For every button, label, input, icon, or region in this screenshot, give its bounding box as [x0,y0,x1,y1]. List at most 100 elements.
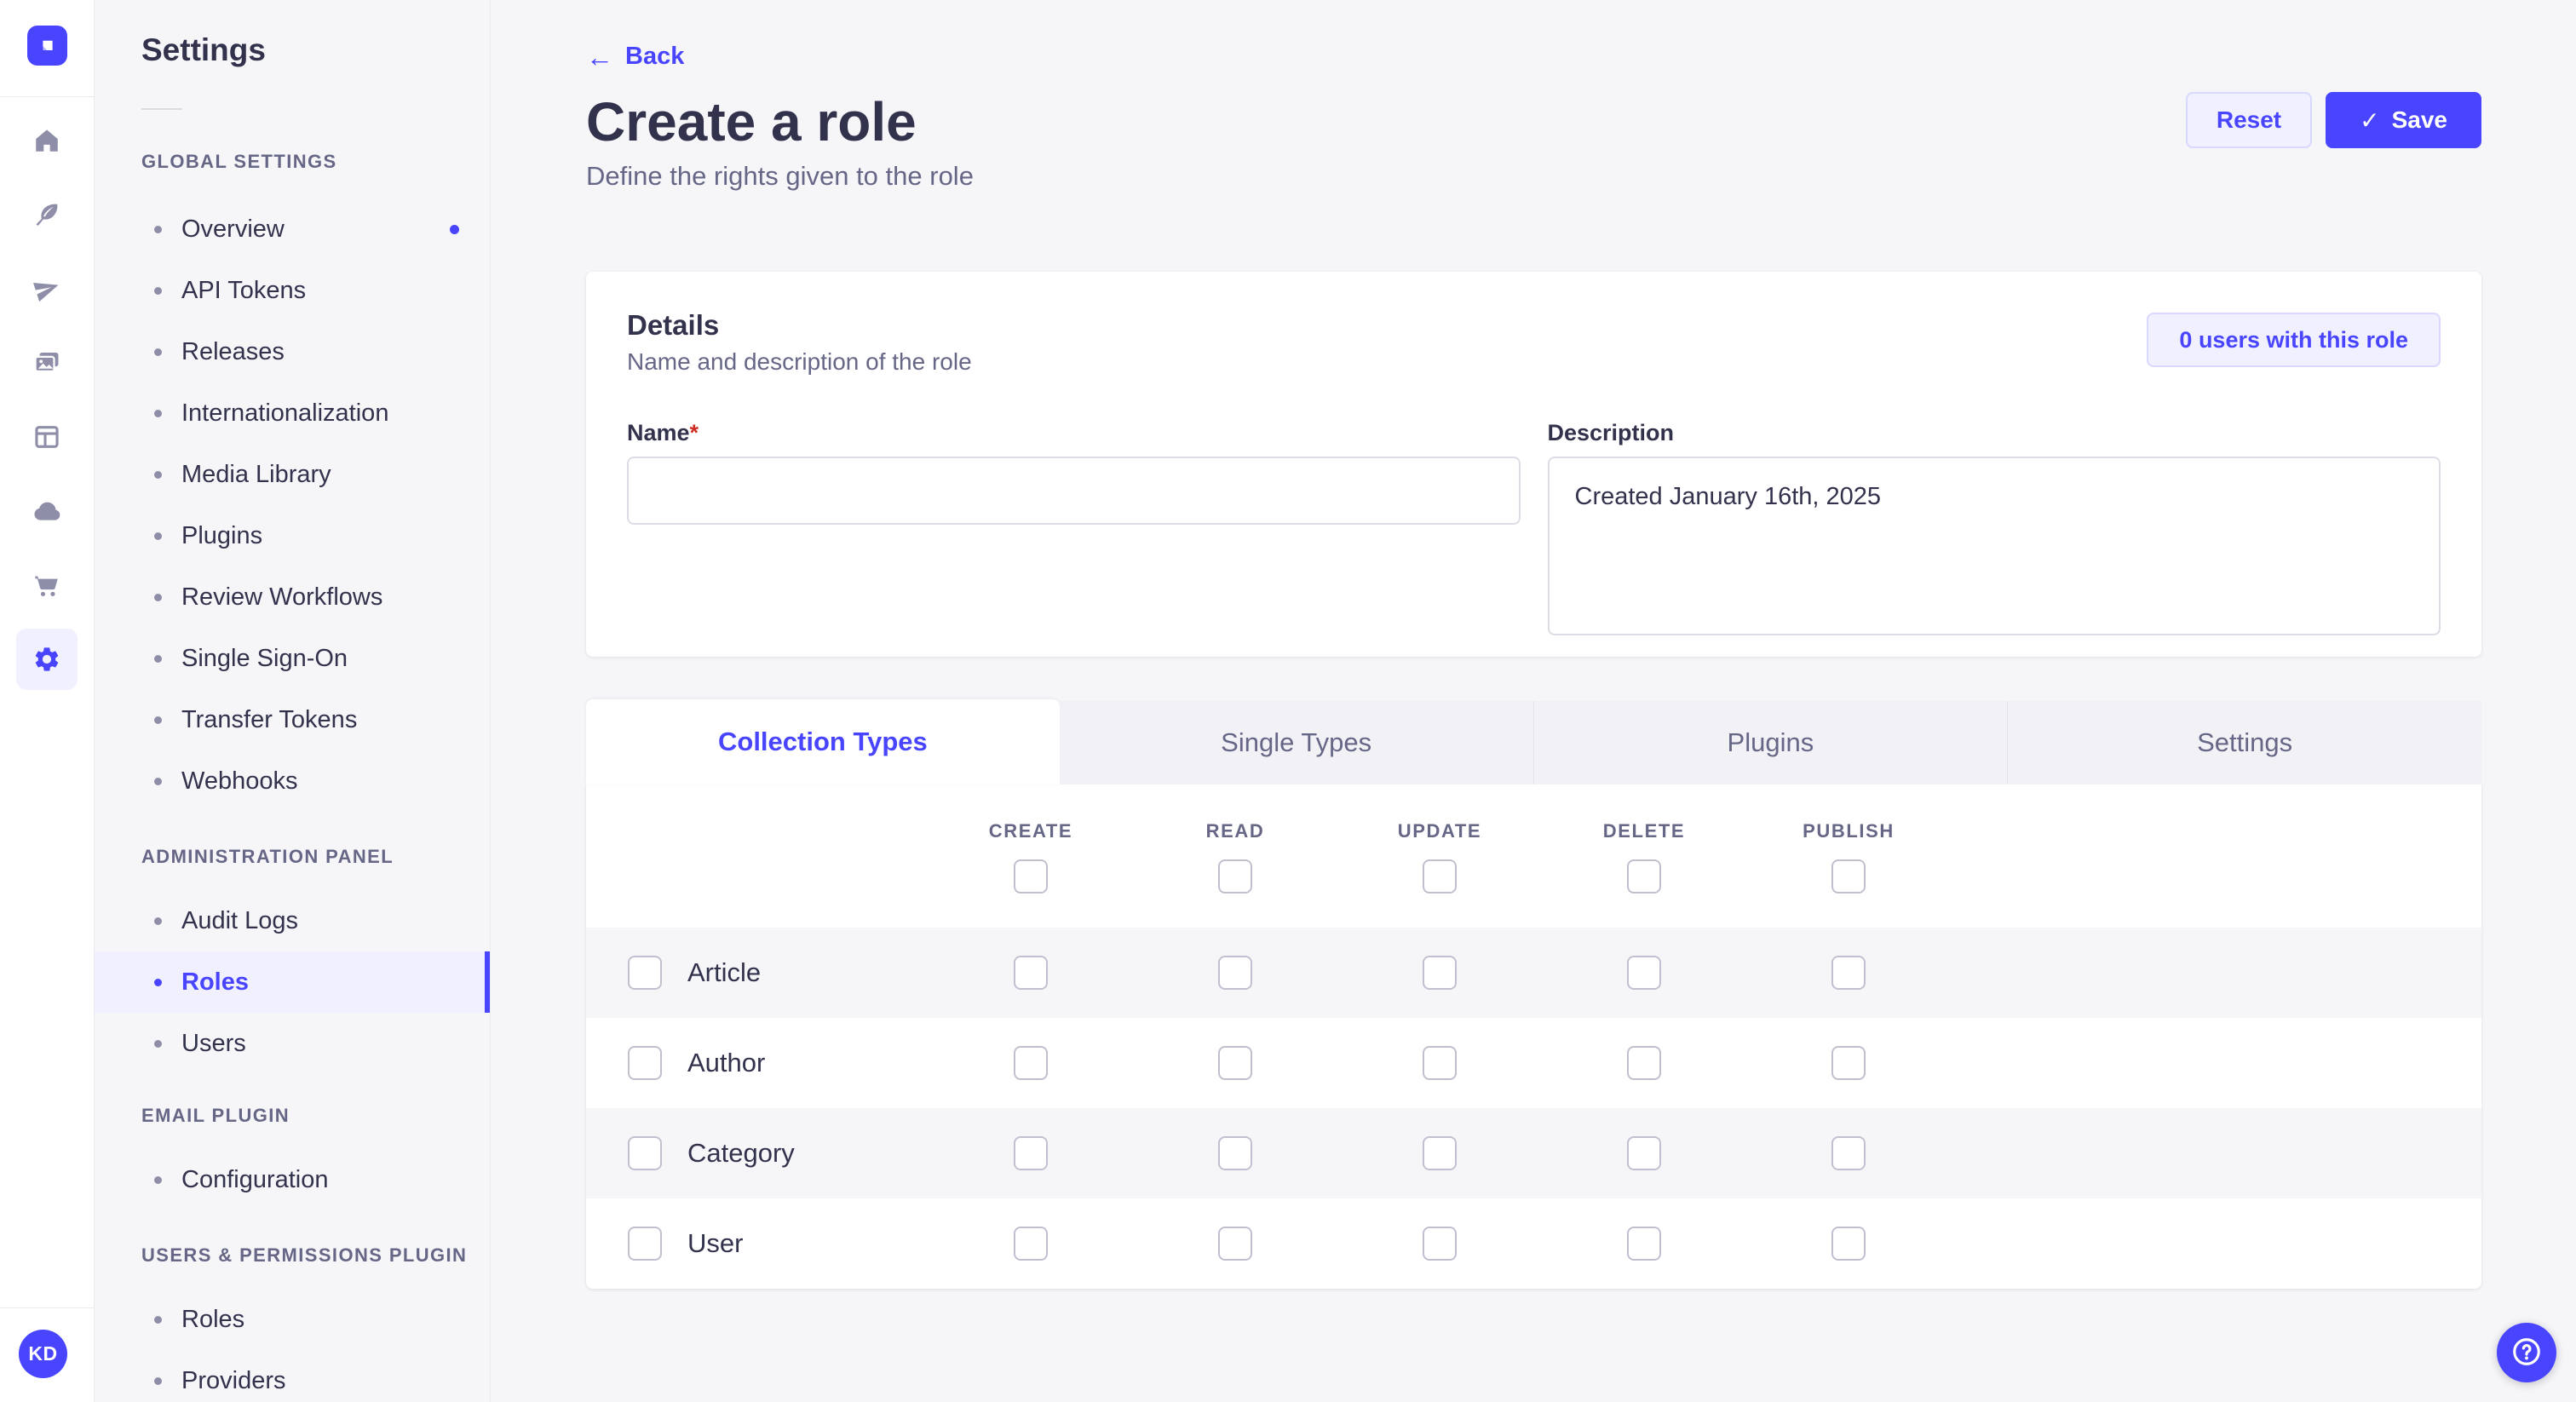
category-delete-checkbox[interactable] [1627,1136,1661,1170]
save-label: Save [2391,106,2447,133]
user-publish-checkbox[interactable] [1831,1227,1866,1261]
feather-icon[interactable] [32,199,62,230]
perm-cell [1542,1046,1746,1080]
perm-cell [1337,1046,1542,1080]
settings-sidebar: Settings GLOBAL SETTINGS Overview API Toke… [95,0,491,1402]
perm-cell [929,1136,1133,1170]
sidebar-item-api-tokens[interactable]: API Tokens [95,260,490,321]
cloud-icon[interactable] [32,496,62,526]
sidebar-item-label: Transfer Tokens [181,705,358,733]
row-select-user-checkbox[interactable] [628,1227,662,1261]
select-all-create-checkbox[interactable] [1014,859,1048,893]
select-all-update-checkbox[interactable] [1423,859,1457,893]
author-publish-checkbox[interactable] [1831,1046,1866,1080]
select-all-row [586,859,2481,928]
row-select-category-checkbox[interactable] [628,1136,662,1170]
paper-plane-icon[interactable] [32,273,62,304]
select-all-read-checkbox[interactable] [1218,859,1252,893]
sidebar-item-label: Media Library [181,460,331,488]
sidebar-item-roles[interactable]: Roles [95,1289,490,1350]
article-publish-checkbox[interactable] [1831,956,1866,990]
sidebar-item-review-workflows[interactable]: Review Workflows [95,566,490,628]
sidebar-item-label: Overview [181,215,285,243]
settings-gear-icon[interactable] [16,629,78,690]
save-button[interactable]: ✓ Save [2326,92,2481,148]
row-label: User [687,1228,744,1258]
sidebar-item-internationalization[interactable]: Internationalization [95,382,490,444]
bullet-icon [154,715,162,724]
sidebar-item-plugins[interactable]: Plugins [95,505,490,566]
row-name-cell: Category [586,1136,929,1170]
media-library-icon[interactable] [32,348,62,378]
article-read-checkbox[interactable] [1218,956,1252,990]
perm-cell [1133,956,1337,990]
article-create-checkbox[interactable] [1014,956,1048,990]
tab-collection-types[interactable]: Collection Types [586,699,1060,784]
bullet-icon [154,286,162,295]
sidebar-item-label: Plugins [181,521,263,549]
sidebar-section-label: EMAIL PLUGIN [141,1105,290,1126]
bullet-icon [154,409,162,417]
select-all-delete-checkbox[interactable] [1627,859,1661,893]
reset-button[interactable]: Reset [2185,92,2313,148]
description-textarea[interactable]: Created January 16th, 2025 [1547,457,2441,635]
cart-icon[interactable] [32,570,62,600]
back-link[interactable]: ← Back [586,43,684,71]
sidebar-item-media-library[interactable]: Media Library [95,444,490,505]
home-icon[interactable] [32,125,62,156]
user-create-checkbox[interactable] [1014,1227,1048,1261]
users-with-role-button[interactable]: 0 users with this role [2147,313,2441,367]
row-select-article-checkbox[interactable] [628,956,662,990]
column-headers-row: CREATE READ UPDATE DELETE PUBLISH [586,820,2481,842]
bullet-icon [154,531,162,540]
category-create-checkbox[interactable] [1014,1136,1048,1170]
author-read-checkbox[interactable] [1218,1046,1252,1080]
sidebar-item-single-sign-on[interactable]: Single Sign-On [95,628,490,689]
bullet-icon [154,348,162,356]
row-select-author-checkbox[interactable] [628,1046,662,1080]
sidebar-item-transfer-tokens[interactable]: Transfer Tokens [95,689,490,750]
tab-single-types[interactable]: Single Types [1059,701,1533,784]
help-button[interactable] [2497,1323,2556,1382]
layout-icon[interactable] [32,422,62,452]
name-field-group: Name* [627,420,1521,640]
tab-plugins[interactable]: Plugins [1532,701,2008,784]
author-delete-checkbox[interactable] [1627,1046,1661,1080]
category-read-checkbox[interactable] [1218,1136,1252,1170]
perm-cell [1337,956,1542,990]
name-input[interactable] [627,457,1521,525]
tab-settings[interactable]: Settings [2007,701,2481,784]
category-publish-checkbox[interactable] [1831,1136,1866,1170]
sidebar-item-label: Review Workflows [181,583,383,611]
user-read-checkbox[interactable] [1218,1227,1252,1261]
sidebar-item-users[interactable]: Users [95,1013,490,1074]
sidebar-item-roles[interactable]: Roles [95,951,490,1013]
avatar[interactable]: KD [19,1330,67,1378]
permissions-card: Collection Types Single Types Plugins Setti… [586,699,2481,1289]
table-row-author: Author [586,1018,2481,1108]
sidebar-item-webhooks[interactable]: Webhooks [95,750,490,812]
user-delete-checkbox[interactable] [1627,1227,1661,1261]
category-update-checkbox[interactable] [1423,1136,1457,1170]
sidebar-item-audit-logs[interactable]: Audit Logs [95,890,490,951]
article-delete-checkbox[interactable] [1627,956,1661,990]
sidebar-item-label: Single Sign-On [181,644,348,672]
main-content: ← Back Create a role Define the rights g… [491,0,2576,1402]
perm-cell [1746,1227,1951,1261]
sidebar-item-label: Users [181,1029,246,1057]
sidebar-item-providers[interactable]: Providers [95,1350,490,1402]
perm-cell [1746,956,1951,990]
sidebar-item-overview[interactable]: Overview [95,198,490,260]
sidebar-item-releases[interactable]: Releases [95,321,490,382]
sidebar-item-configuration[interactable]: Configuration [95,1149,490,1210]
select-all-publish-checkbox[interactable] [1831,859,1866,893]
sidebar-title: Settings [141,32,266,67]
user-update-checkbox[interactable] [1423,1227,1457,1261]
author-update-checkbox[interactable] [1423,1046,1457,1080]
author-create-checkbox[interactable] [1014,1046,1048,1080]
page-subtitle: Define the rights given to the role [586,161,974,191]
row-label: Author [687,1048,766,1077]
article-update-checkbox[interactable] [1423,956,1457,990]
strapi-logo[interactable] [27,26,67,66]
bullet-icon [154,593,162,601]
